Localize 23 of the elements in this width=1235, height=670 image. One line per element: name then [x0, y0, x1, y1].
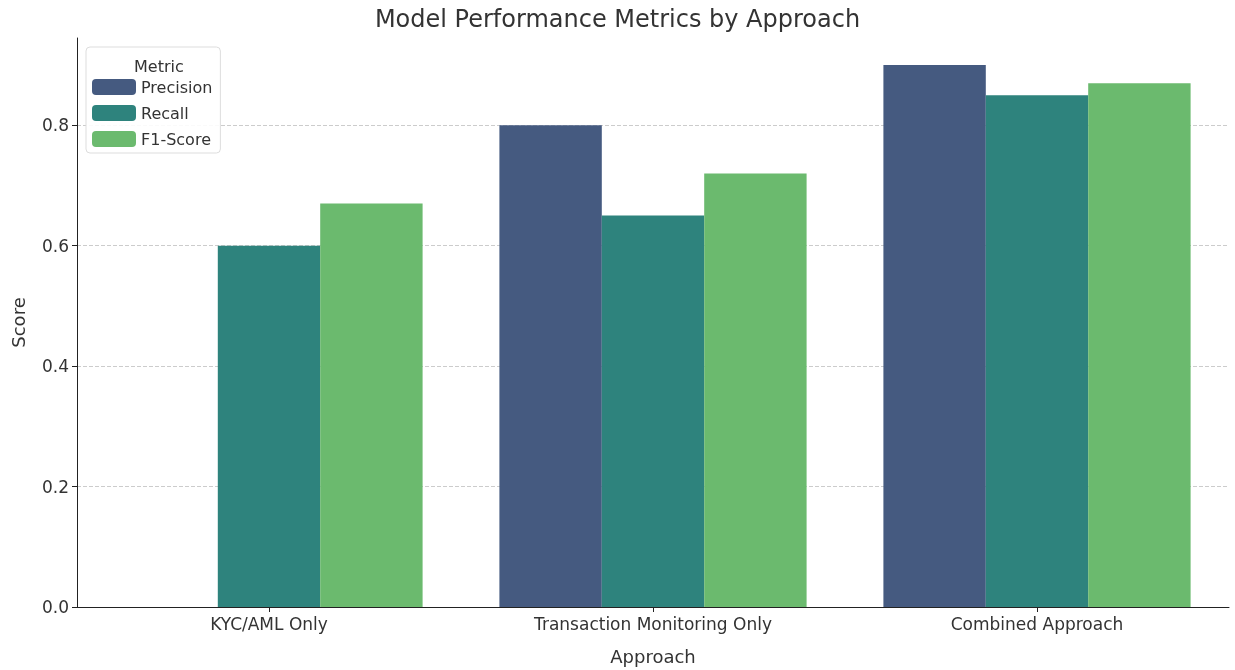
x-tick-label: Transaction Monitoring Only	[533, 613, 772, 634]
legend-label: F1-Score	[141, 129, 211, 149]
y-tick-label: 0.0	[41, 597, 69, 617]
y-tick-label: 0.8	[41, 115, 69, 136]
bar	[985, 95, 1089, 607]
bar	[1088, 83, 1191, 607]
bar	[217, 245, 321, 607]
x-tick-label: Combined Approach	[950, 613, 1124, 634]
x-axis-title: Approach	[610, 645, 696, 667]
legend-label: Precision	[141, 77, 213, 97]
bar	[704, 173, 807, 607]
chart-title: Model Performance Metrics by Approach	[374, 5, 861, 33]
bar	[320, 203, 423, 607]
y-tick-label: 0.6	[41, 235, 69, 256]
y-tick-label: 0.4	[41, 356, 69, 377]
bar	[883, 65, 986, 607]
bar	[499, 125, 602, 607]
legend-title: Metric	[134, 56, 184, 76]
legend-label: Recall	[141, 103, 189, 123]
y-tick-label: 0.2	[41, 476, 69, 497]
bar	[601, 215, 705, 607]
y-axis-title: Score	[7, 297, 29, 348]
x-tick-label: KYC/AML Only	[210, 613, 328, 634]
